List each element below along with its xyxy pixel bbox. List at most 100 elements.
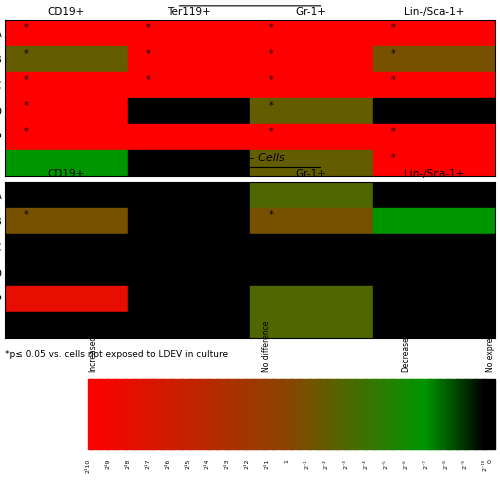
Bar: [250, 379, 253, 449]
Bar: [5, 46, 128, 72]
Bar: [433, 379, 435, 449]
Bar: [176, 379, 179, 449]
Bar: [160, 379, 163, 449]
Text: *: *: [268, 23, 273, 33]
Bar: [267, 379, 269, 449]
Bar: [166, 379, 168, 449]
Bar: [452, 379, 455, 449]
Bar: [384, 379, 386, 449]
Bar: [372, 98, 495, 124]
Text: 2¹6: 2¹6: [165, 459, 170, 469]
Bar: [469, 379, 472, 449]
Bar: [231, 379, 233, 449]
Bar: [480, 379, 482, 449]
Bar: [188, 379, 190, 449]
Text: *: *: [391, 49, 396, 59]
Bar: [462, 379, 464, 449]
Bar: [464, 379, 466, 449]
Text: *: *: [146, 75, 150, 84]
Bar: [5, 181, 128, 208]
Bar: [222, 379, 224, 449]
Bar: [336, 379, 338, 449]
Bar: [276, 379, 278, 449]
Bar: [250, 20, 372, 46]
Bar: [300, 379, 302, 449]
Bar: [474, 379, 476, 449]
Bar: [485, 379, 495, 449]
Bar: [312, 379, 314, 449]
Bar: [484, 379, 486, 449]
Bar: [356, 379, 358, 449]
Bar: [288, 379, 291, 449]
Bar: [114, 379, 116, 449]
Bar: [175, 379, 177, 449]
Bar: [128, 181, 250, 208]
Bar: [268, 379, 271, 449]
Bar: [213, 379, 215, 449]
Bar: [250, 72, 372, 98]
Bar: [242, 379, 244, 449]
Bar: [224, 379, 226, 449]
Bar: [350, 379, 352, 449]
Bar: [375, 379, 378, 449]
Bar: [262, 379, 264, 449]
Text: 2¹2: 2¹2: [244, 459, 250, 470]
Bar: [250, 259, 372, 285]
Text: 2¹7: 2¹7: [146, 459, 150, 470]
Bar: [272, 379, 274, 449]
Bar: [454, 379, 457, 449]
Bar: [190, 379, 192, 449]
Bar: [451, 379, 453, 449]
Text: 2⁻¹: 2⁻¹: [304, 459, 309, 469]
Bar: [471, 379, 473, 449]
Bar: [130, 379, 132, 449]
Bar: [250, 312, 372, 337]
Bar: [128, 124, 250, 150]
Bar: [298, 379, 300, 449]
Bar: [244, 379, 246, 449]
Bar: [440, 379, 442, 449]
Bar: [128, 234, 250, 259]
Bar: [252, 379, 255, 449]
Bar: [264, 379, 266, 449]
Bar: [122, 379, 125, 449]
Text: *: *: [24, 101, 28, 111]
Bar: [274, 379, 276, 449]
Bar: [368, 379, 370, 449]
Bar: [250, 181, 372, 208]
Bar: [390, 379, 392, 449]
Bar: [341, 379, 343, 449]
Bar: [301, 379, 304, 449]
Bar: [126, 379, 128, 449]
Bar: [348, 379, 350, 449]
Bar: [137, 379, 140, 449]
Bar: [372, 234, 495, 259]
Bar: [116, 379, 117, 449]
Text: 2¹9: 2¹9: [106, 459, 110, 470]
Bar: [246, 379, 248, 449]
Bar: [352, 379, 354, 449]
Bar: [287, 379, 289, 449]
Text: LDEV + Cells: LDEV + Cells: [214, 0, 286, 1]
Bar: [372, 150, 495, 176]
Text: No difference: No difference: [262, 321, 272, 372]
Bar: [444, 379, 446, 449]
Bar: [168, 379, 170, 449]
Bar: [372, 124, 495, 150]
Bar: [150, 379, 152, 449]
Bar: [278, 379, 280, 449]
Text: 2⁻⁶: 2⁻⁶: [404, 459, 408, 469]
Bar: [216, 379, 218, 449]
Bar: [226, 379, 228, 449]
Bar: [250, 124, 372, 150]
Bar: [186, 379, 188, 449]
Bar: [234, 379, 236, 449]
Bar: [420, 379, 422, 449]
Bar: [330, 379, 332, 449]
Bar: [372, 72, 495, 98]
Bar: [332, 379, 334, 449]
Bar: [366, 379, 368, 449]
Bar: [410, 379, 412, 449]
Bar: [220, 379, 222, 449]
Bar: [398, 379, 401, 449]
